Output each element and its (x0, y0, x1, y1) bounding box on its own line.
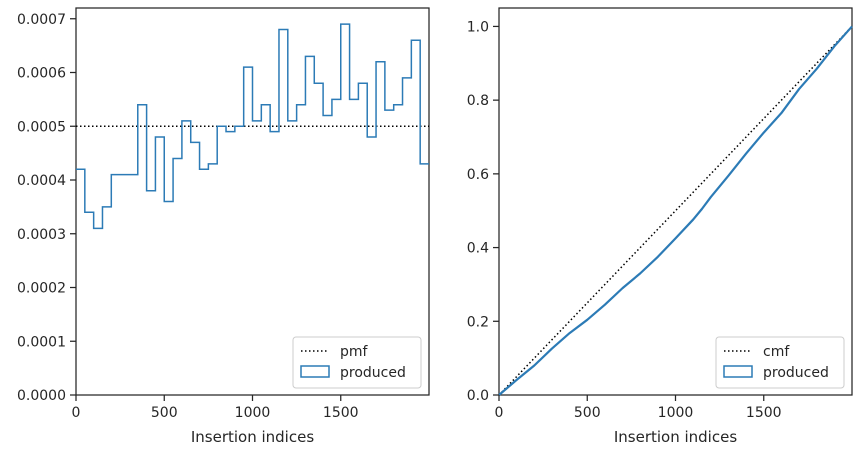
pmf-panel: 0 500 1000 1500 0.00000.00010.00020.00030.0… (17, 7, 430, 446)
pmf-y-tick-label: 0.0006 (17, 66, 66, 82)
cmf-y-tick-label: 0.2 (467, 314, 489, 330)
cmf-legend-entry: cmf (763, 344, 790, 360)
pmf-legend-swatch-produced (300, 365, 330, 378)
produced-series (76, 23, 429, 230)
pmf-y-tick-label: 0.0001 (17, 334, 66, 350)
cmf-legend: cmf produced (715, 336, 845, 389)
cmf-x-axis-label: Insertion indices (614, 428, 737, 446)
cmf-y-tick-label: 0.4 (467, 241, 489, 257)
pmf-x-tick-label: 1500 (323, 405, 359, 421)
pmf-x-tick-label: 0 (72, 405, 81, 421)
pmf-x-axis-label: Insertion indices (191, 428, 314, 446)
cmf-legend-box (715, 336, 845, 389)
produced-cumulative-line (498, 25, 853, 396)
cmf-x-tick-label: 1000 (658, 405, 694, 421)
cmf-x-ticks: 0 500 1000 1500 (495, 395, 782, 421)
cmf-y-ticks: 0.0 0.2 0.4 0.6 0.8 1.0 (467, 19, 499, 404)
pmf-y-tick-label: 0.0002 (17, 281, 66, 297)
cmf-y-tick-label: 0.6 (467, 167, 489, 183)
cmf-x-tick-label: 500 (574, 405, 601, 421)
cmf-y-tick-label: 0.0 (467, 388, 489, 404)
pmf-x-tick-label: 1000 (235, 405, 271, 421)
cmf-reference (498, 25, 853, 396)
cmf-y-tick-label: 1.0 (467, 19, 489, 35)
cmf-y-tick-label: 0.8 (467, 93, 489, 109)
pmf-y-tick-label: 0.0007 (17, 12, 66, 28)
pmf-legend-entry-produced: produced (340, 365, 406, 381)
cmf-legend-entry-produced: produced (763, 365, 829, 381)
cmf-x-tick-label: 0 (495, 405, 504, 421)
pmf-y-ticks: 0.0000 0.0001 0.0002 0.0003 0.0004 0.0005 0.00… (17, 12, 76, 404)
pmf-y-tick-label: 0.0000 (17, 388, 66, 404)
pmf-legend-box (292, 336, 422, 389)
cmf-legend-swatch-produced (723, 365, 753, 378)
produced-series (498, 25, 853, 396)
pmf-y-tick-label: 0.0003 (17, 227, 66, 243)
cmf-reference-line (498, 25, 853, 396)
pmf-legend: pmf produced (292, 336, 422, 389)
pmf-legend-entry: pmf (340, 344, 369, 360)
cmf-panel: 0 500 1000 1500 0.0 0.2 0.4 0.6 0.8 1.0 Insertio… (467, 7, 853, 446)
pmf-y-tick-label: 0.0004 (17, 173, 66, 189)
pmf-x-ticks: 0 500 1000 1500 (72, 395, 359, 421)
pmf-x-tick-label: 500 (151, 405, 178, 421)
produced-histogram (76, 23, 429, 230)
pmf-y-tick-label: 0.0005 (17, 119, 66, 135)
cmf-x-tick-label: 1500 (746, 405, 782, 421)
